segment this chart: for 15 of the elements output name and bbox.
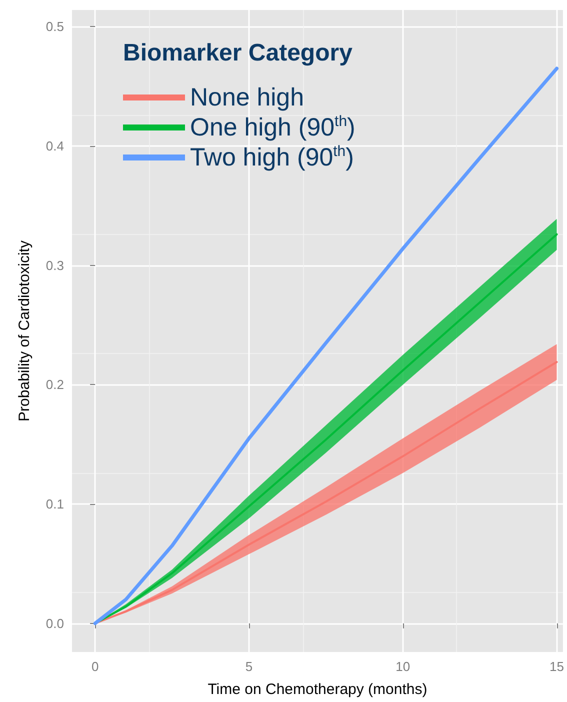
x-tick-label: 5 [245,659,253,674]
x-tick-label: 10 [396,659,410,674]
legend-title: Biomarker Category [123,40,354,66]
x-tick-label: 15 [550,659,564,674]
x-axis-title: Time on Chemotherapy (months) [208,681,428,698]
y-tick-label: 0.4 [46,138,64,154]
x-tick-label: 0 [91,659,99,674]
line-series [93,66,559,626]
y-tick-label: 0.0 [46,616,64,631]
y-axis-title: Probability of Cardiotoxicity [16,240,33,422]
y-tick-label: 0.3 [46,258,64,273]
y-tick-label: 0.5 [46,19,64,34]
y-tick-label: 0.1 [46,496,64,512]
y-tick-label: 0.2 [46,377,64,392]
legend-label: None high [190,84,304,112]
